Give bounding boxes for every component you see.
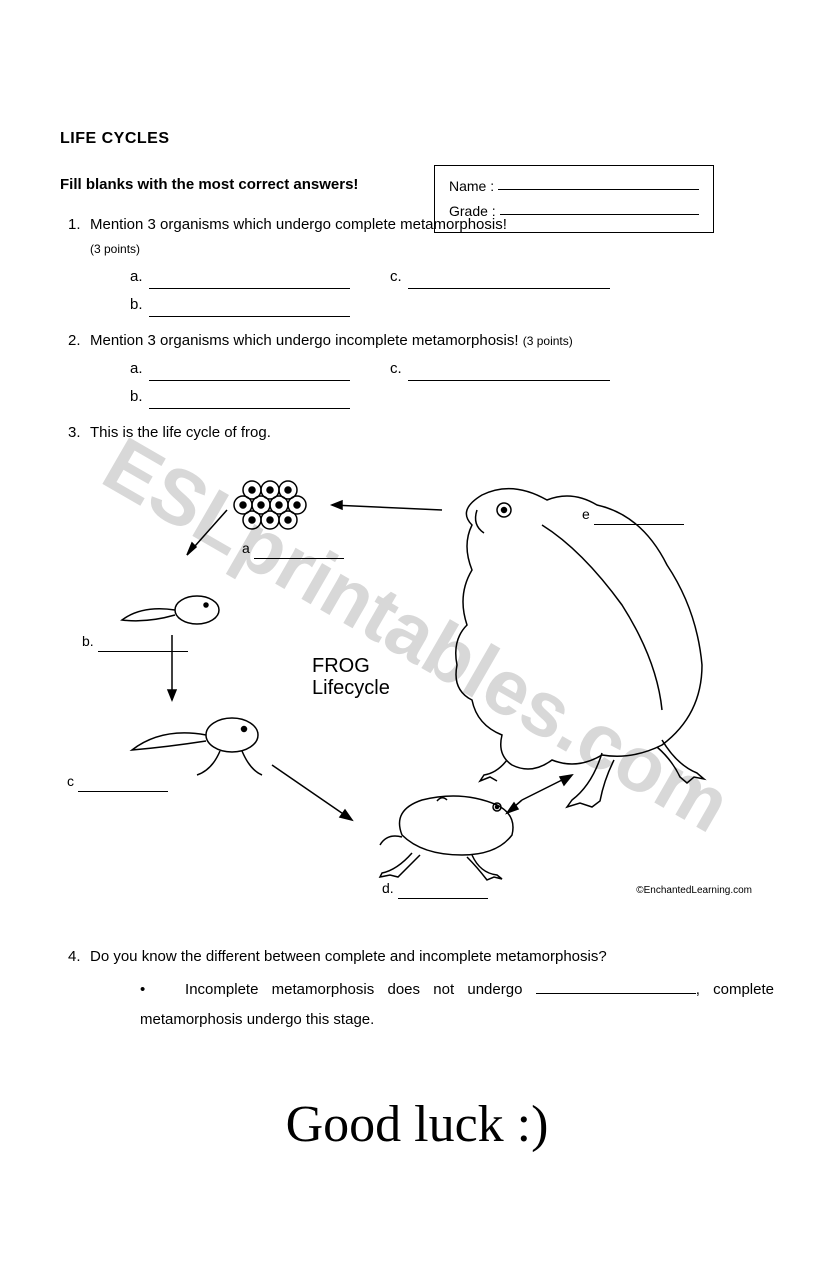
label-d: d. [382, 877, 394, 899]
label-c: c [67, 770, 74, 792]
good-luck-text: Good luck :) [60, 1095, 774, 1154]
q1-text: Mention 3 organisms which undergo comple… [90, 216, 507, 233]
q3-text: This is the life cycle of frog. [90, 424, 271, 441]
q2-points: (3 points) [523, 334, 573, 348]
frog-lifecycle-diagram: FROG Lifecycle a b. c d. e ©EnchantedLea… [102, 455, 762, 905]
name-blank[interactable] [498, 174, 699, 190]
question-3: 3. This is the life cycle of frog. [90, 421, 774, 905]
q4-number: 4. [68, 945, 81, 969]
q2-number: 2. [68, 329, 81, 353]
q2-a-blank[interactable] [149, 367, 350, 381]
label-b: b. [82, 630, 94, 652]
worksheet-title: LIFE CYCLES [60, 130, 774, 148]
q1-b-blank[interactable] [149, 303, 350, 317]
question-1: 1. Mention 3 organisms which undergo com… [90, 213, 774, 317]
q4-blank[interactable] [536, 980, 696, 994]
q2-c-blank[interactable] [408, 367, 610, 381]
bullet-icon: • [140, 981, 145, 998]
q3-number: 3. [68, 421, 81, 445]
q4-text: Do you know the different between comple… [90, 948, 607, 965]
q2-b-blank[interactable] [149, 395, 350, 409]
blank-d[interactable] [398, 887, 488, 899]
q2-a-label: a. [130, 357, 143, 381]
blank-b[interactable] [98, 640, 188, 652]
q1-b-label: b. [130, 293, 143, 317]
q4-bullet-part1: Incomplete metamorphosis does not underg… [185, 981, 522, 998]
q1-a-label: a. [130, 265, 143, 289]
diagram-center-title: FROG Lifecycle [312, 655, 390, 699]
q2-b-label: b. [130, 385, 143, 409]
diagram-credit: ©EnchantedLearning.com [636, 883, 752, 899]
q1-a-blank[interactable] [149, 275, 350, 289]
q1-c-blank[interactable] [408, 275, 610, 289]
q1-c-label: c. [390, 265, 402, 289]
blank-e[interactable] [594, 513, 684, 525]
q2-c-label: c. [390, 357, 402, 381]
question-4: 4. Do you know the different between com… [90, 945, 774, 1035]
q2-text: Mention 3 organisms which undergo incomp… [90, 332, 519, 349]
label-a: a [242, 537, 250, 559]
label-e: e [582, 503, 590, 525]
q1-points: (3 points) [90, 242, 140, 256]
question-2: 2. Mention 3 organisms which undergo inc… [90, 329, 774, 409]
name-label: Name : [449, 174, 494, 199]
blank-a[interactable] [254, 547, 344, 559]
blank-c[interactable] [78, 780, 168, 792]
q1-number: 1. [68, 213, 81, 237]
